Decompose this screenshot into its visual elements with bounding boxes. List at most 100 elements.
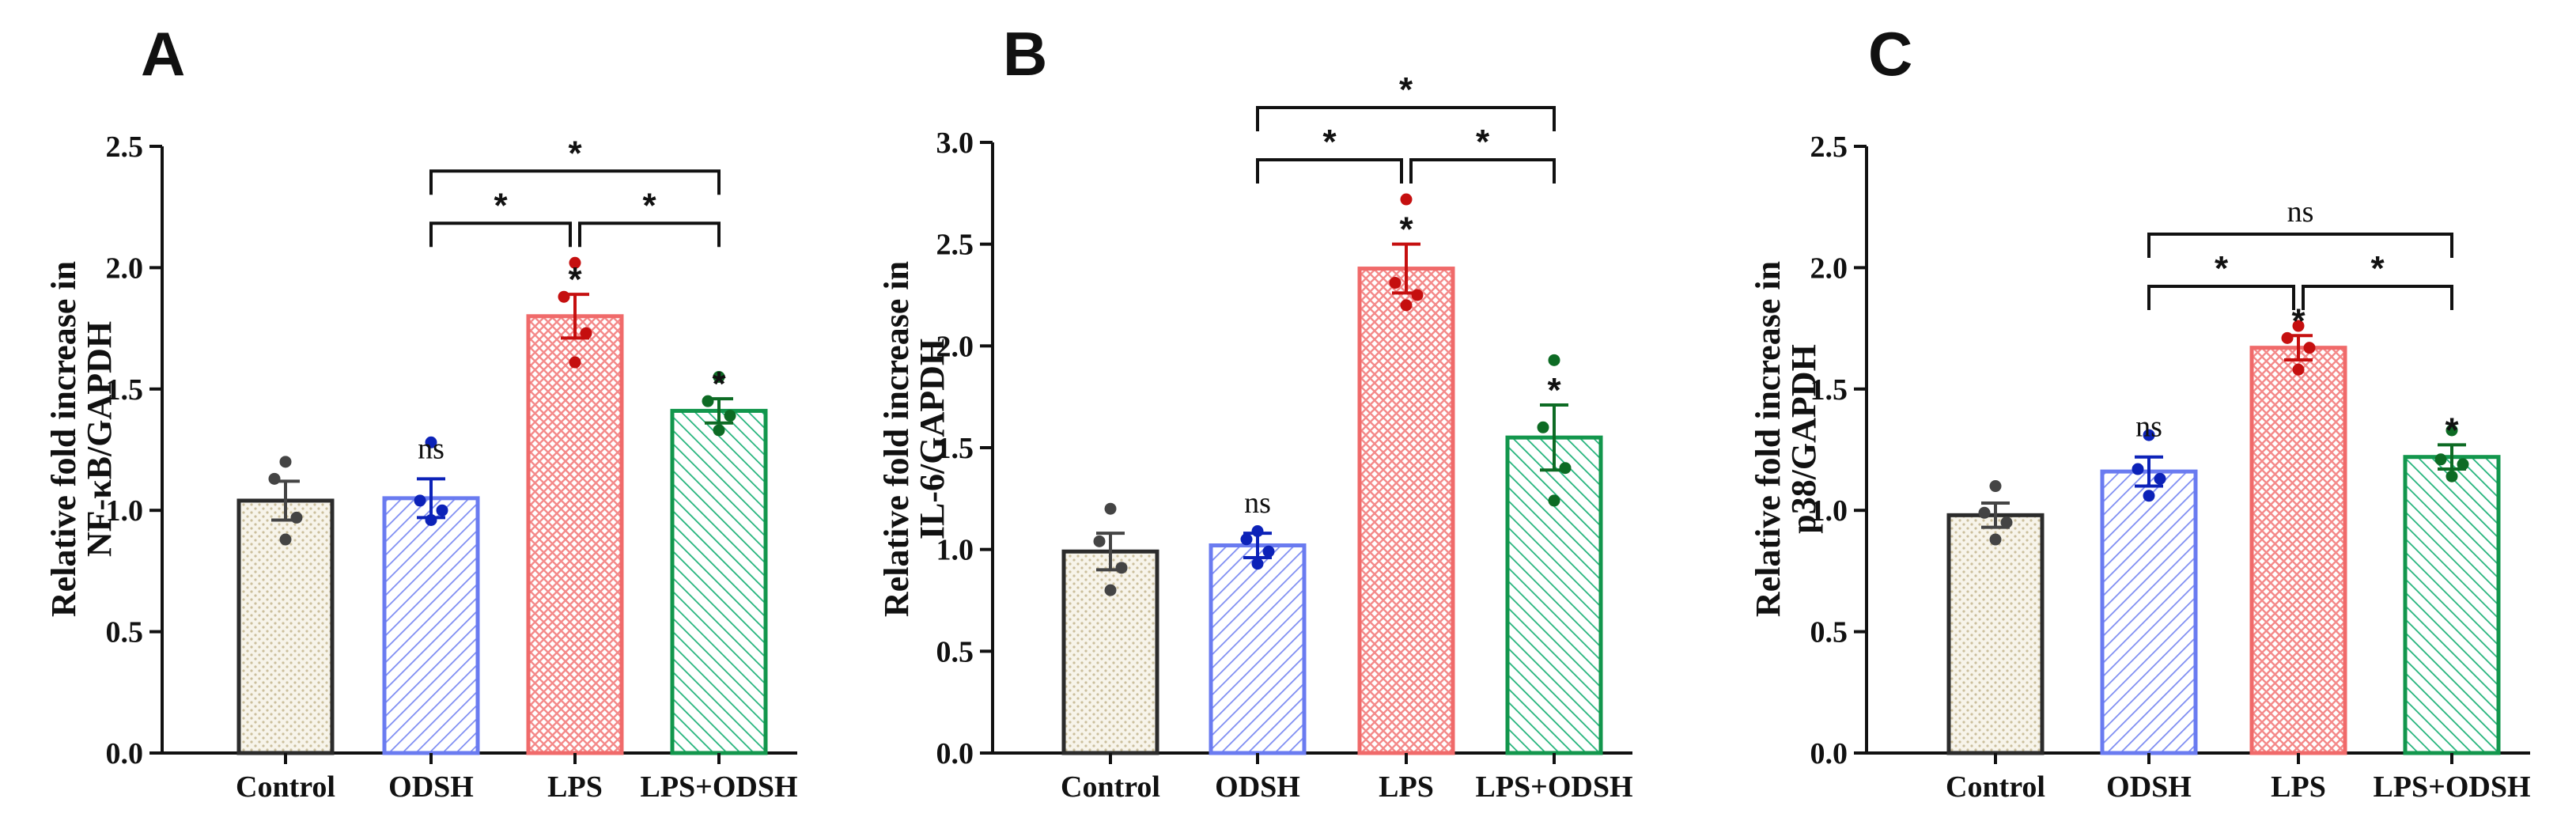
significance-label: *	[1547, 371, 1561, 410]
data-point	[1412, 290, 1424, 301]
significance-bracket	[2303, 286, 2452, 310]
y-tick-label: 0.0	[1810, 737, 1848, 770]
figure-root: { "chart_data": [ { "type": "bar", "pane…	[0, 0, 2576, 825]
data-point	[2154, 473, 2166, 485]
x-tick-label: LPS+ODSH	[640, 770, 797, 804]
data-point	[713, 424, 725, 436]
bar-odsh	[2102, 471, 2196, 753]
y-tick-label: 2.0	[936, 330, 974, 363]
data-point	[1560, 462, 1572, 474]
bar-control	[1949, 515, 2042, 753]
x-tick-label: LPS+ODSH	[2373, 770, 2530, 804]
x-tick-label: LPS+ODSH	[1475, 770, 1632, 804]
data-point	[1105, 585, 1117, 596]
bracket-label: *	[642, 186, 656, 225]
y-tick-label: 2.5	[1810, 131, 1848, 164]
data-point	[414, 494, 426, 506]
data-point	[2132, 464, 2144, 475]
significance-label: ns	[1244, 486, 1271, 520]
panel-label-c: C	[1868, 19, 1912, 89]
data-point	[1094, 535, 1106, 547]
data-point	[269, 473, 281, 485]
bracket-label: *	[568, 134, 582, 172]
bracket-label: *	[2370, 249, 2385, 288]
data-point	[1252, 558, 1264, 570]
significance-label: *	[2445, 411, 2459, 449]
y-tick-label: 2.0	[106, 252, 144, 285]
y-tick-label: 2.5	[106, 131, 144, 164]
x-tick-label: LPS	[2271, 770, 2326, 804]
data-point	[291, 512, 303, 524]
panel-a: A Relative fold increase in NF-κB/GAPDH …	[44, 19, 798, 804]
bar-odsh	[1211, 546, 1304, 753]
bracket-label: *	[1322, 123, 1337, 161]
significance-bracket	[1411, 160, 1554, 184]
data-point	[437, 505, 448, 517]
x-tick-label: LPS	[547, 770, 603, 804]
data-point	[2293, 364, 2305, 376]
y-tick-label: 2.0	[1810, 252, 1848, 285]
x-tick-label: LPS	[1379, 770, 1434, 804]
y-tick-label: 0.5	[1810, 616, 1848, 649]
data-point	[1252, 525, 1264, 537]
y-tick-label: 1.5	[1810, 373, 1848, 407]
bracket-label: ns	[2287, 195, 2314, 229]
significance-bracket	[431, 223, 570, 247]
data-point	[1241, 533, 1253, 545]
significance-bracket	[2149, 286, 2294, 310]
bar-lps	[2252, 348, 2345, 753]
data-point	[581, 327, 592, 339]
data-point	[1105, 503, 1117, 515]
x-tick-label: Control	[236, 770, 335, 804]
y-axis-title-line1: Relative fold increase in	[877, 261, 916, 617]
bar-control	[1064, 551, 1157, 753]
y-tick-label: 0.5	[106, 616, 144, 649]
data-point	[2457, 458, 2469, 470]
panel-c: C Relative fold increase in p38/GAPDH 0.…	[1749, 19, 2531, 804]
y-tick-label: 0.0	[936, 737, 974, 770]
data-point	[2143, 490, 2155, 501]
significance-bracket	[580, 223, 719, 247]
significance-bracket	[1258, 160, 1401, 184]
data-point	[569, 357, 581, 369]
x-tick-label: ODSH	[2106, 770, 2192, 804]
y-tick-label: 3.0	[936, 127, 974, 160]
data-point	[1990, 480, 2002, 492]
data-point	[426, 514, 437, 526]
data-point	[1990, 534, 2002, 546]
x-tick-label: Control	[1946, 770, 2045, 804]
bar-lps-odsh	[2405, 457, 2498, 753]
significance-label: ns	[418, 432, 444, 465]
bracket-label: *	[1476, 123, 1490, 161]
bar-lps-odsh	[672, 411, 766, 753]
y-tick-label: 0.0	[106, 737, 144, 770]
y-tick-label: 1.0	[936, 534, 974, 567]
data-point	[1116, 562, 1128, 573]
panel-b: B Relative fold increase in IL-6/GAPDH 0…	[877, 19, 1633, 804]
data-point	[1401, 299, 1413, 311]
figure-svg: A Relative fold increase in NF-κB/GAPDH …	[0, 0, 2576, 825]
data-point	[2304, 342, 2316, 354]
bar-lps	[528, 316, 622, 753]
data-point	[280, 534, 292, 546]
significance-label: *	[1399, 210, 1413, 249]
significance-bracket	[1258, 108, 1554, 131]
x-tick-label: ODSH	[1215, 770, 1300, 804]
data-point	[724, 410, 736, 422]
data-point	[2446, 471, 2458, 483]
data-point	[1390, 277, 1401, 289]
data-point	[1538, 422, 1549, 433]
significance-bracket	[431, 171, 719, 195]
bar-lps-odsh	[1507, 437, 1601, 753]
data-point	[1401, 194, 1413, 206]
significance-label: *	[712, 365, 726, 403]
panel-label-b: B	[1003, 19, 1047, 89]
y-tick-label: 1.0	[106, 494, 144, 528]
x-tick-label: Control	[1061, 770, 1160, 804]
y-tick-label: 2.5	[936, 229, 974, 262]
bar-lps	[1360, 269, 1453, 753]
data-point	[1549, 354, 1560, 366]
y-tick-label: 1.5	[936, 432, 974, 465]
data-point	[1549, 494, 1560, 506]
y-axis-title-line1: Relative fold increase in	[1749, 261, 1787, 617]
